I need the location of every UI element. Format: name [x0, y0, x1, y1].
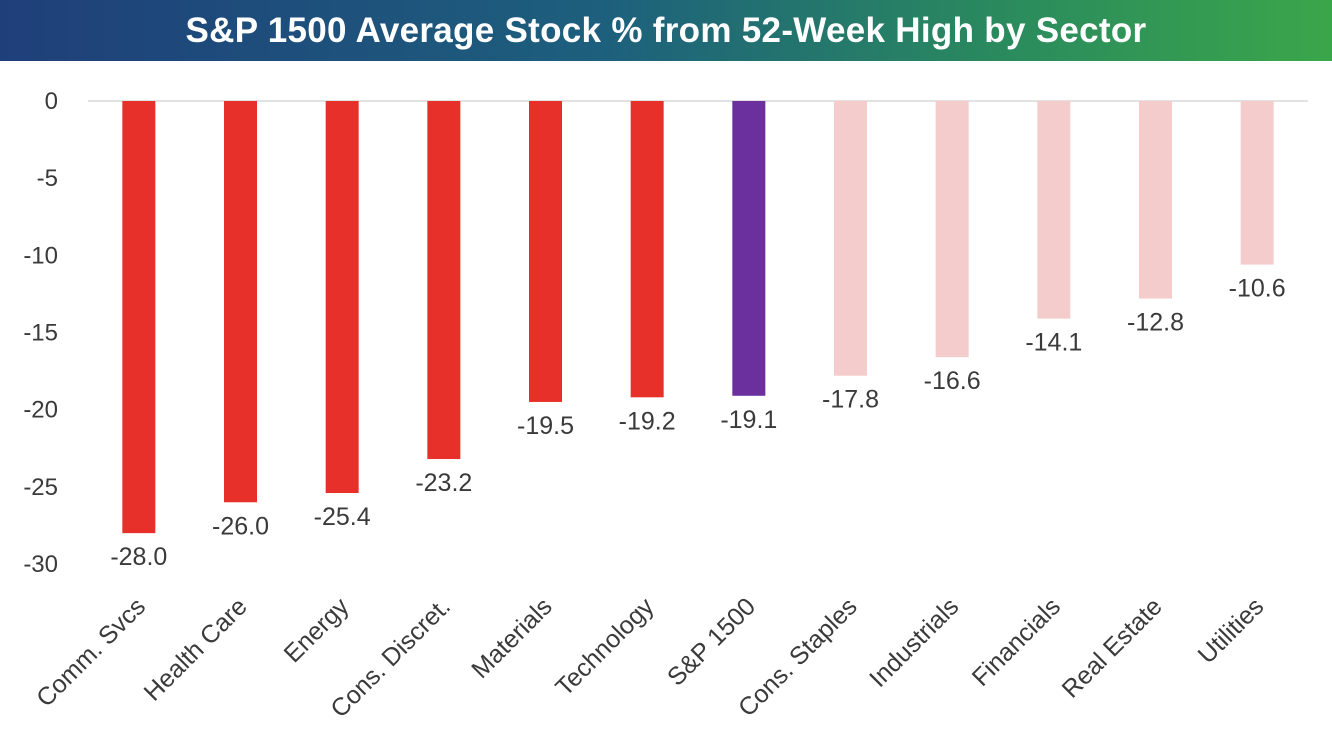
data-label: -19.5 — [517, 412, 574, 440]
category-label: Technology — [550, 592, 660, 702]
category-label: Materials — [466, 592, 558, 684]
bar-layer — [122, 101, 1274, 534]
bar — [834, 101, 867, 376]
y-tick-label: -20 — [23, 397, 58, 424]
bar — [529, 101, 562, 402]
data-label: -16.6 — [924, 367, 981, 395]
category-label: Energy — [279, 592, 355, 668]
chart-title-bar: S&P 1500 Average Stock % from 52-Week Hi… — [0, 0, 1332, 61]
data-label: -14.1 — [1025, 329, 1082, 357]
y-tick-label: -25 — [23, 474, 58, 501]
y-tick-label: 0 — [45, 88, 58, 115]
data-label: -10.6 — [1229, 275, 1286, 303]
category-label: Utilities — [1193, 592, 1270, 669]
bar — [325, 101, 359, 494]
chart-title: S&P 1500 Average Stock % from 52-Week Hi… — [185, 10, 1147, 50]
y-tick-label: -5 — [37, 165, 58, 192]
data-label: -17.8 — [822, 386, 879, 414]
y-tick-label: -30 — [23, 551, 58, 578]
data-label: -25.4 — [314, 503, 371, 531]
bar — [1139, 101, 1172, 299]
bar — [630, 101, 664, 398]
data-label: -28.0 — [110, 543, 167, 571]
bar — [935, 101, 969, 358]
bar — [1240, 101, 1274, 265]
category-label: Financials — [967, 592, 1066, 691]
category-label: Industrials — [864, 592, 964, 692]
bar — [732, 101, 766, 396]
data-label: -19.1 — [720, 406, 777, 434]
bar — [122, 101, 156, 534]
data-label: -26.0 — [212, 512, 269, 540]
y-tick-label: -15 — [23, 320, 58, 347]
data-label: -23.2 — [415, 469, 472, 497]
category-label: Comm. Svcs — [31, 592, 151, 712]
axis-layer: 0 -5 -10 -15 -20 -25 -30 — [23, 88, 1308, 578]
data-label: -12.8 — [1127, 309, 1184, 337]
data-label: -19.2 — [619, 407, 676, 435]
bar — [224, 101, 257, 503]
category-label: S&P 1500 — [662, 592, 761, 691]
y-tick-label: -10 — [23, 242, 58, 269]
category-label: Real Estate — [1057, 592, 1168, 703]
bar — [1037, 101, 1071, 319]
bar — [427, 101, 461, 460]
category-label: Health Care — [139, 592, 253, 706]
